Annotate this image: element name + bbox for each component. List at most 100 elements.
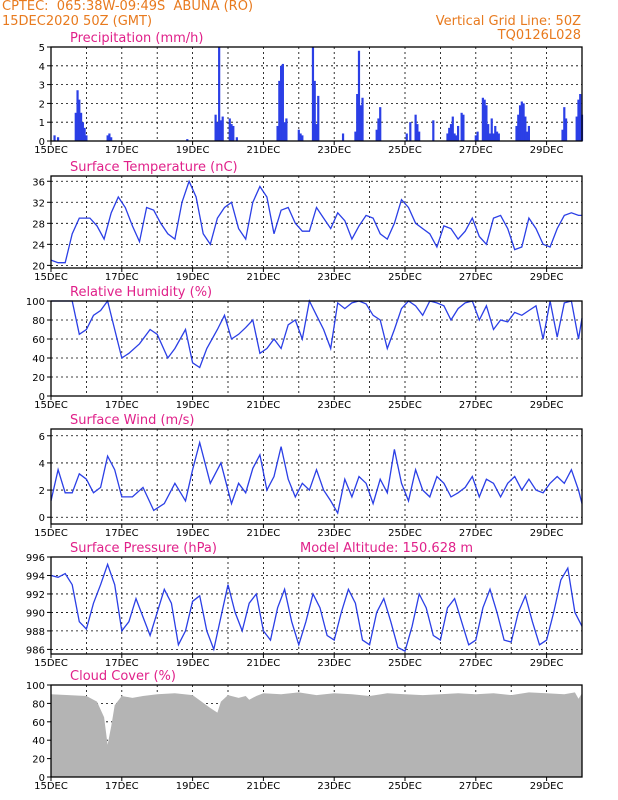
pressure-panel: Surface Pressure (hPa) Model Altitude: 15… (26, 541, 583, 669)
wind-ytick-label: 4 (39, 459, 45, 470)
header-station-line: CPTEC: 065:38W-09:49S ABUNA (RO) (2, 0, 254, 14)
wind-ytick-label: 0 (39, 513, 45, 524)
cloud-xtick-label: 27DEC (459, 781, 493, 792)
pressure-ytick-label: 988 (26, 627, 45, 638)
cloud-ytick-label: 80 (32, 699, 45, 710)
precip-bar (575, 116, 578, 141)
precip-bar (83, 127, 86, 141)
precip-bar (446, 133, 449, 141)
precip-bar (106, 135, 109, 141)
precip-bar (379, 107, 382, 141)
precip-bar (79, 112, 83, 141)
precip-bar (280, 65, 283, 141)
cloud-ytick-label: 100 (26, 681, 45, 692)
pressure-xtick-label: 25DEC (388, 658, 422, 669)
precip-xtick-label: 19DEC (176, 145, 210, 156)
precip-bar (375, 129, 378, 141)
precip-bar (81, 122, 84, 141)
precip-bar (219, 120, 223, 141)
precip-bar (74, 112, 77, 141)
precip-bar (564, 118, 568, 141)
precip-bar (414, 114, 417, 141)
precip-bar (317, 95, 320, 141)
precip-bar (561, 129, 564, 141)
precip-bar (579, 94, 582, 141)
precip-bar (476, 131, 479, 141)
precip-bar (377, 118, 380, 141)
pressure-xtick-label: 27DEC (459, 658, 493, 669)
wind-xtick-label: 29DEC (530, 528, 564, 539)
rh-xtick-label: 15DEC (34, 400, 68, 411)
precip-bar (356, 94, 359, 141)
precip-bar (522, 103, 525, 141)
precip-bar (409, 122, 412, 141)
rh-line (51, 298, 583, 369)
pressure-xtick-label: 21DEC (247, 658, 281, 669)
precip-bar (455, 135, 458, 141)
precip-ytick-label: 5 (39, 43, 45, 54)
precip-bar (526, 131, 529, 141)
precip-bar (361, 97, 364, 141)
cloud-frame (50, 684, 583, 778)
temp-xtick-label: 21DEC (247, 272, 281, 283)
temp-frame (50, 175, 583, 269)
pressure-ytick-label: 990 (26, 608, 45, 619)
temp-ytick-label: 24 (32, 240, 45, 251)
precip-bar (278, 80, 281, 141)
precip-bar (451, 116, 454, 141)
precip-bar (462, 114, 465, 141)
rh-xtick-label: 25DEC (388, 400, 422, 411)
temp-title: Surface Temperature (nC) (70, 160, 238, 175)
temp-xtick-label: 19DEC (176, 272, 210, 283)
precip-bar (235, 137, 238, 141)
precip-ytick-label: 3 (39, 81, 45, 92)
precip-bar (216, 122, 219, 141)
precip-bar (577, 99, 580, 141)
temp-xtick-label: 25DEC (388, 272, 422, 283)
header-grid-note: Vertical Grid Line: 50Z (435, 14, 581, 29)
pressure-xtick-label: 29DEC (530, 658, 564, 669)
precip-bar (495, 131, 499, 141)
cloud-xtick-label: 25DEC (388, 781, 422, 792)
temp-line (50, 179, 582, 264)
wind-line (50, 440, 583, 515)
precip-bar (515, 125, 518, 141)
precip-bar (485, 105, 488, 141)
rh-frame (50, 300, 583, 397)
temp-ytick-label: 32 (32, 198, 45, 209)
precip-bar (53, 135, 56, 141)
precip-bar (487, 124, 490, 141)
pressure-ytick-label: 996 (26, 553, 45, 564)
rh-ytick-label: 80 (32, 316, 45, 327)
precip-xtick-label: 23DEC (317, 145, 351, 156)
rh-ytick-label: 100 (26, 297, 45, 308)
wind-xtick-label: 23DEC (317, 528, 351, 539)
rh-ytick-label: 20 (32, 373, 45, 384)
pressure-title: Surface Pressure (hPa) (70, 541, 217, 556)
precip-bar (313, 80, 316, 141)
cloud-ytick-label: 0 (39, 773, 45, 784)
pressure-ytick-label: 994 (26, 571, 45, 582)
precip-bar (85, 135, 88, 141)
precip-bar (218, 47, 221, 141)
precip-bar (520, 101, 523, 141)
precip-xtick-label: 25DEC (388, 145, 422, 156)
wind-xtick-label: 25DEC (388, 528, 422, 539)
temp-ytick-label: 20 (32, 261, 45, 272)
temp-ytick-label: 36 (32, 177, 45, 188)
cloud-area (51, 692, 582, 777)
precip-bar (186, 139, 189, 141)
precip-bar (315, 124, 318, 141)
precip-bar (416, 124, 419, 141)
header-model-code: TQ0126L028 (497, 28, 581, 43)
precip-bar (518, 105, 522, 141)
pressure-ytick-label: 986 (26, 645, 45, 656)
rh-xtick-label: 21DEC (247, 400, 281, 411)
precip-bar (457, 125, 460, 141)
cloud-ytick-label: 40 (32, 736, 45, 747)
precip-bar (497, 133, 500, 141)
wind-xtick-label: 21DEC (247, 528, 281, 539)
wind-panel: Surface Wind (m/s) 0 2 4 6 15DEC 17DEC 19DEC 21D… (34, 413, 583, 539)
precip-bar (359, 105, 362, 141)
precip-bar (460, 112, 463, 141)
